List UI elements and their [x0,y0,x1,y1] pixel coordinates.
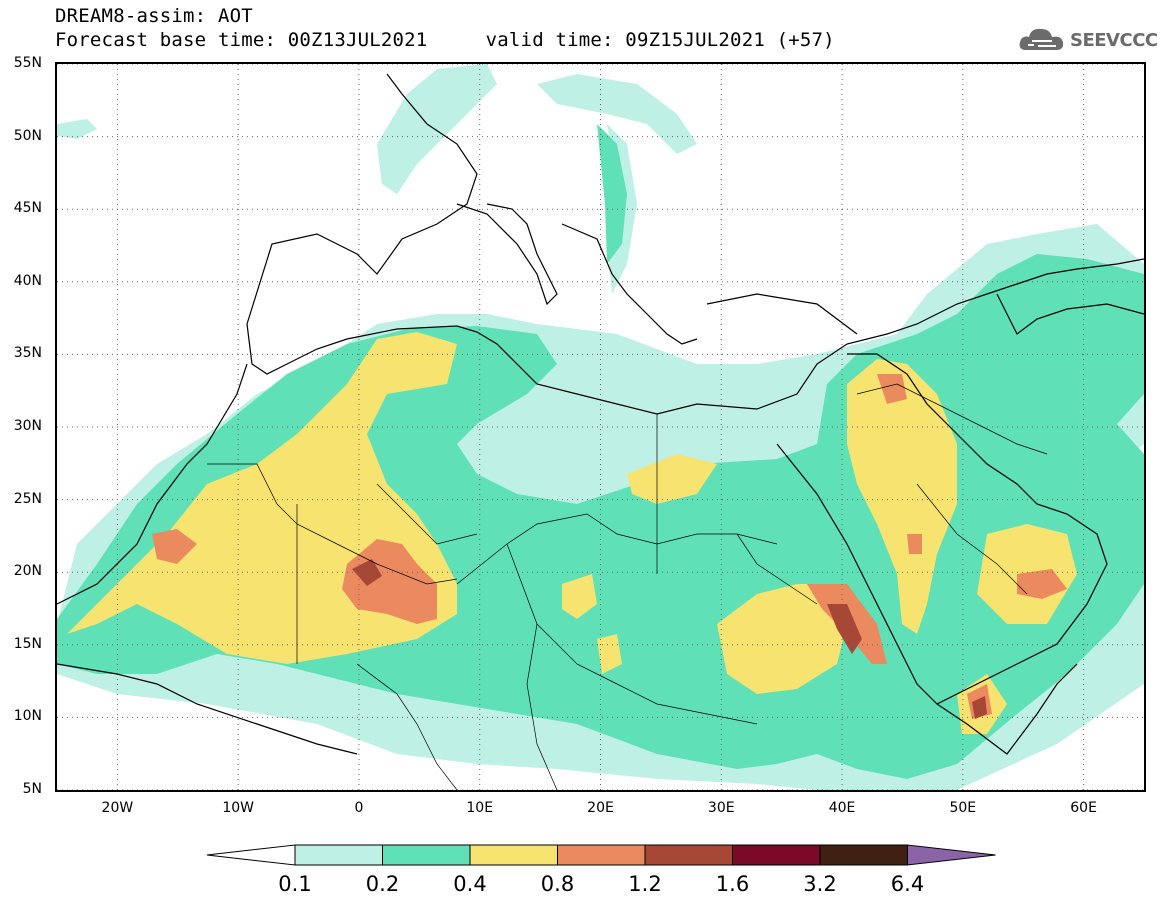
longitude-label: 10W [222,800,254,816]
longitude-label: 60E [1070,800,1097,816]
colorbar-level-label: 1.6 [715,872,750,896]
latitude-label: 45N [13,200,42,217]
longitude-label: 50E [949,800,977,816]
colorbar-level-label: 0.8 [540,872,575,896]
longitude-label: 20W [101,800,134,816]
latitude-label: 50N [13,127,42,144]
longitude-label: 30E [707,800,735,816]
seevccc-logo: SEEVCCC [1018,22,1158,56]
map-panel [55,62,1146,792]
aot-map [57,64,1144,790]
longitude-label: 10E [466,800,494,816]
colorbar-level-label: 3.2 [803,872,837,896]
colorbar-swatch [644,844,733,866]
colorbar-level-label: 6.4 [890,872,925,896]
latitude-label: 10N [13,708,42,725]
colorbar-under-arrow [206,844,296,866]
longitude-label: 0 [354,800,364,816]
forecast-time-subtitle: Forecast base time: 00Z13JUL2021 valid t… [55,29,835,51]
longitude-label: 20E [587,800,614,816]
colorbar-level-label: 0.2 [365,872,400,896]
colorbar-swatch [294,844,383,866]
colorbar-swatch [732,844,821,866]
aot-colorbar [206,844,996,866]
latitude-label: 55N [13,55,42,71]
latitude-label: 35N [13,345,42,362]
country-borders [207,383,1048,790]
colorbar-level-label: 0.4 [453,872,487,896]
longitude-label: 40E [828,800,856,816]
latitude-label: 25N [13,490,42,507]
latitude-label: 15N [13,635,42,652]
colorbar-swatch [382,844,471,866]
colorbar-swatch [819,844,908,866]
colorbar-level-label: 0.1 [278,872,312,896]
latitude-label: 5N [22,781,42,797]
latitude-label: 20N [13,563,42,580]
colorbar-swatch [469,844,558,866]
map-title: DREAM8-assim: AOT [55,5,253,27]
logo-text: SEEVCCC [1070,30,1158,51]
colorbar-swatch [557,844,646,866]
latitude-label: 40N [13,272,42,289]
colorbar-level-label: 1.2 [628,872,662,896]
colorbar-over-arrow [907,844,996,866]
cloud-icon [1019,28,1064,50]
latitude-label: 30N [13,418,42,434]
map-graticule [57,64,1144,790]
